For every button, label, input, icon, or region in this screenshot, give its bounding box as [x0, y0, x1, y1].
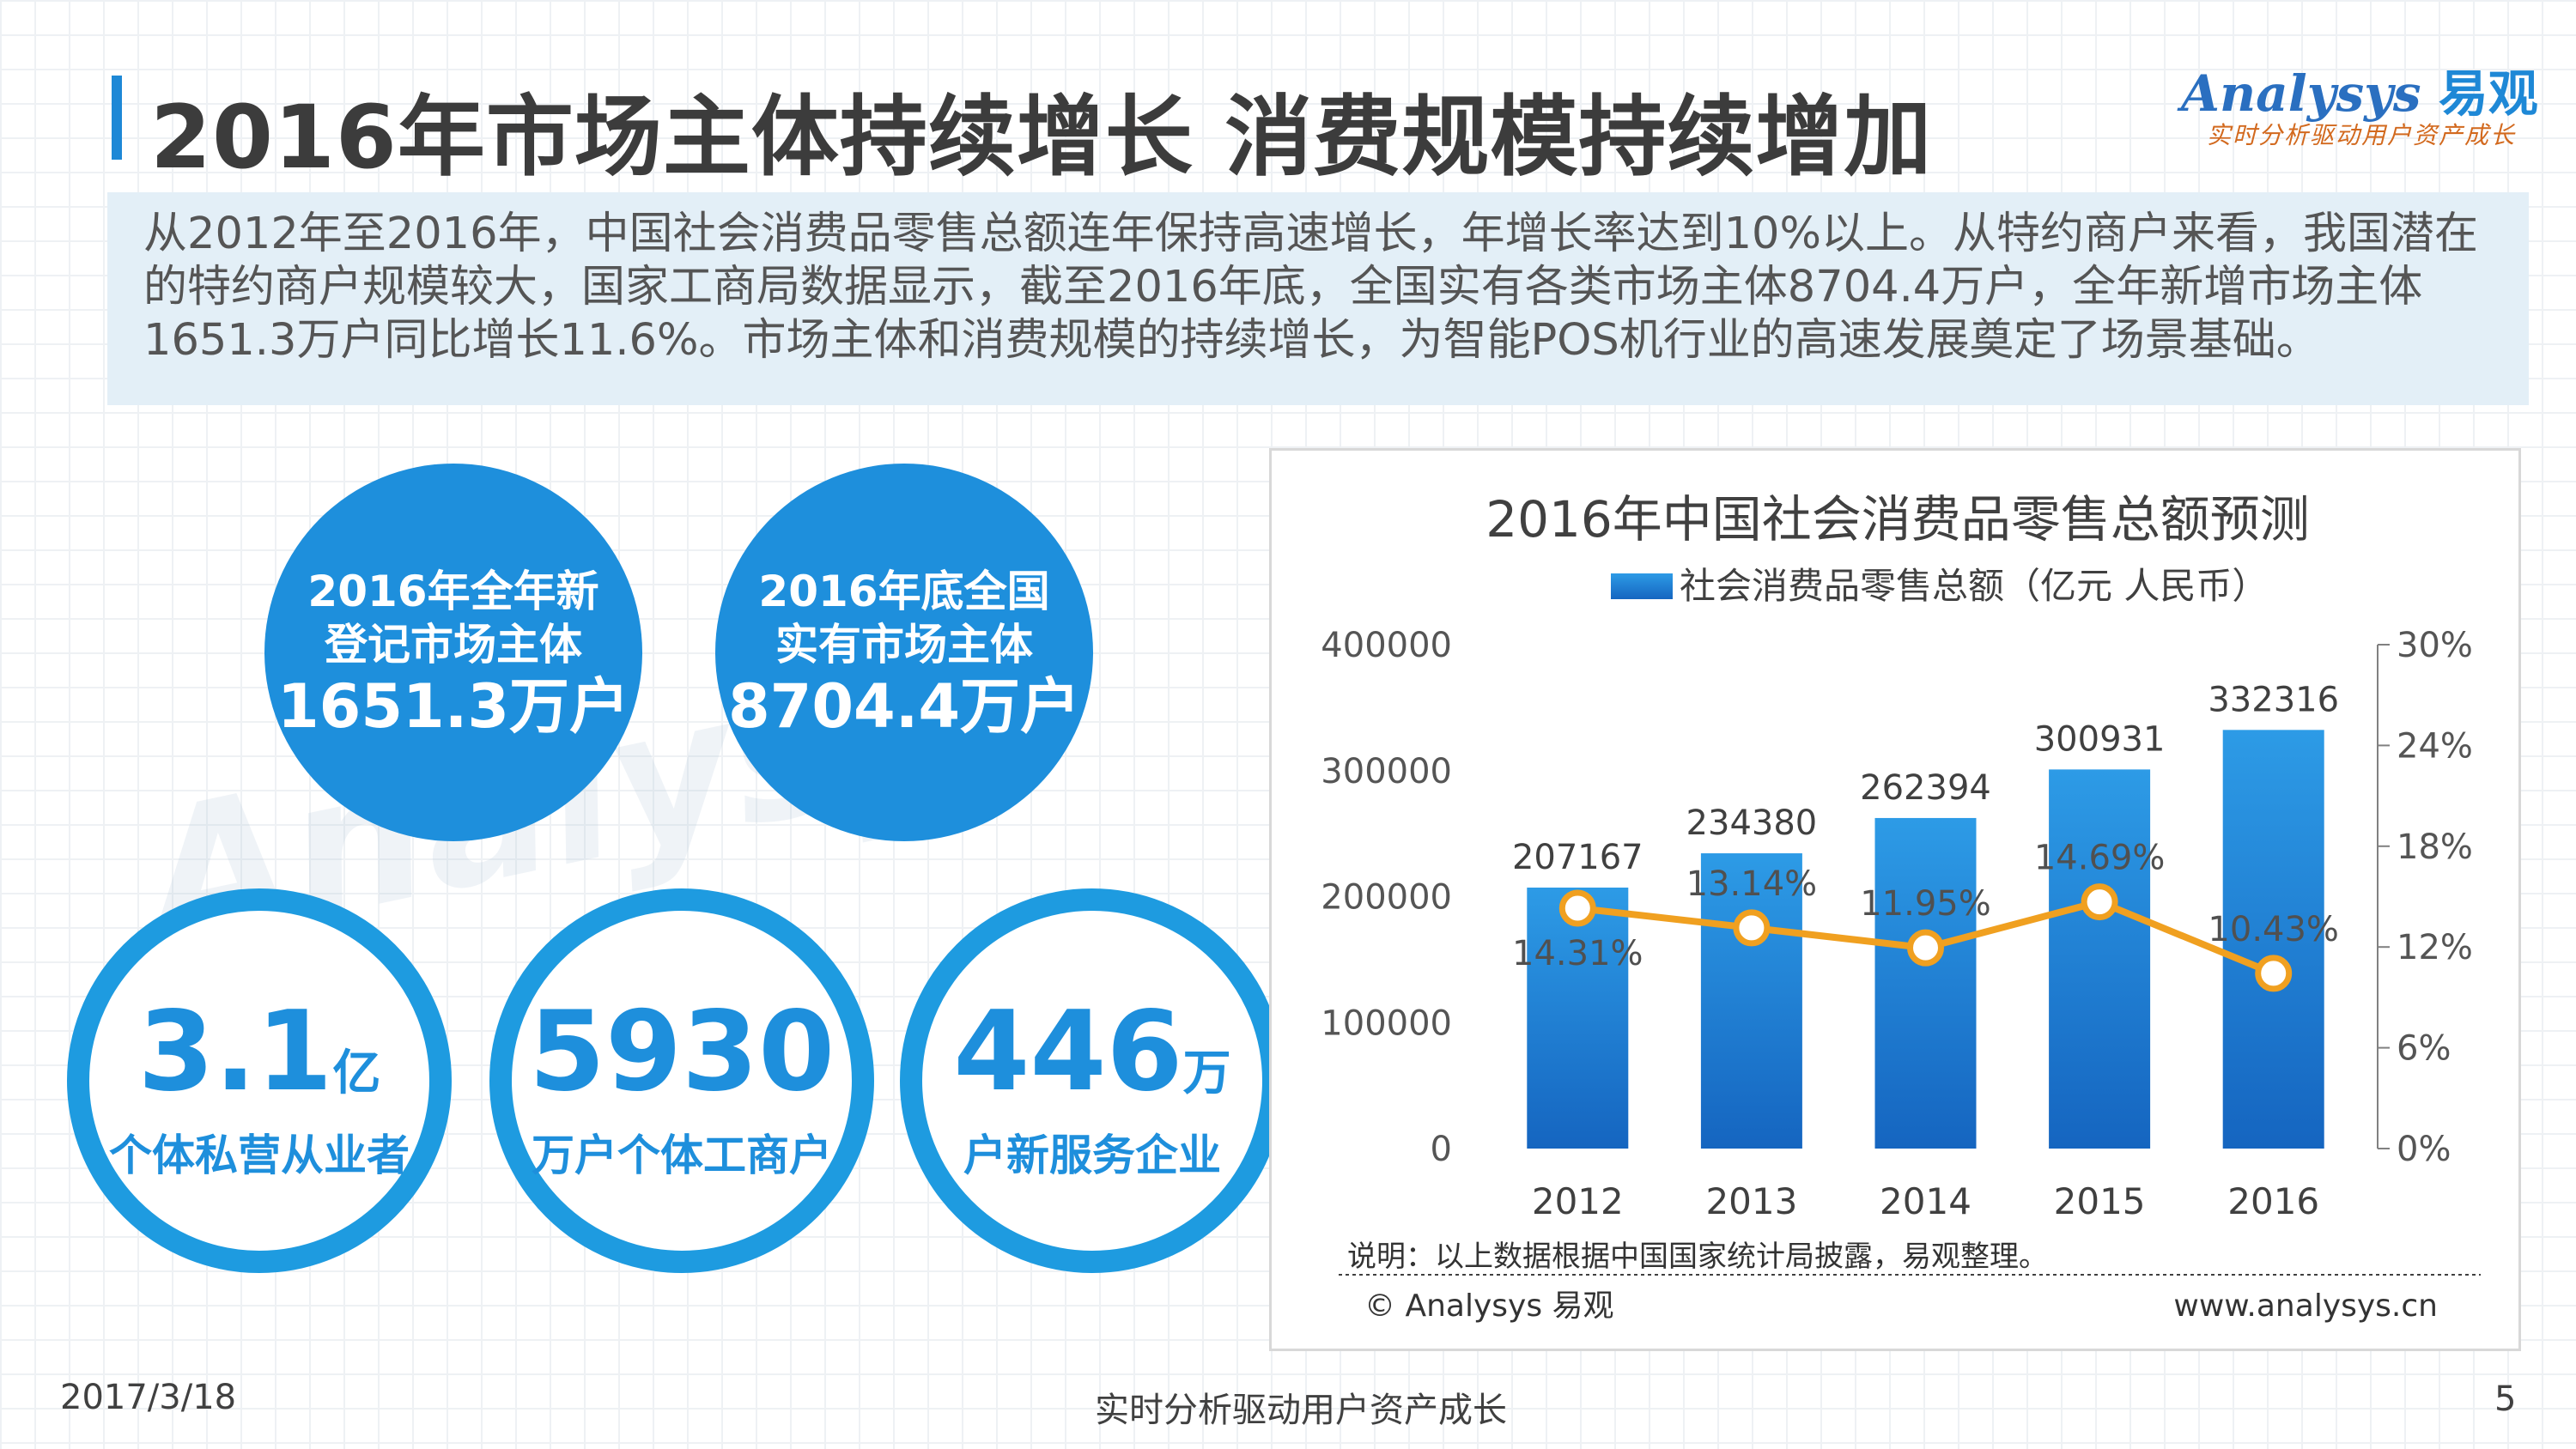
- bar-value-label: 207167: [1512, 838, 1643, 877]
- stat-private-workers: 3.1亿 个体私营从业者: [67, 888, 452, 1273]
- stat-new-registered: 2016年全年新 登记市场主体 1651.3万户: [264, 464, 642, 841]
- growth-rate-label: 13.14%: [1686, 864, 1818, 904]
- ring-unit: 万: [1182, 1046, 1231, 1101]
- bar-value-label: 262394: [1860, 768, 1991, 808]
- growth-rate-point: [2255, 955, 2293, 992]
- x-tick-label: 2013: [1705, 1180, 1797, 1222]
- growth-rate-point: [2081, 883, 2118, 921]
- stat-value: 8704.4万户: [727, 671, 1081, 742]
- stat-individual-businesses: 5930 万户个体工商户: [489, 888, 874, 1273]
- ring-unit: 亿: [332, 1046, 381, 1101]
- ring-value: 446: [953, 988, 1183, 1116]
- y-tick-label: 100000: [1321, 1003, 1452, 1043]
- analysys-logo: Analysys 易观 实时分析驱动用户资产成长: [2181, 53, 2542, 156]
- chart-title: 2016年中国社会消费品零售总额预测: [1485, 490, 2310, 549]
- bar: [1700, 853, 1802, 1149]
- retail-sales-chart: 2016年中国社会消费品零售总额预测 社会消费品零售总额（亿元 人民币） 0 10…: [1269, 448, 2521, 1351]
- growth-rate-label: 11.95%: [1860, 884, 1991, 924]
- growth-rate-point: [1907, 929, 1944, 967]
- stat-value: 1651.3万户: [276, 671, 630, 742]
- stat-label-line1: 2016年全年新: [307, 567, 599, 616]
- logo-name: Analysys: [2181, 64, 2421, 123]
- bar-value-label: 234380: [1686, 803, 1818, 843]
- logo-tagline: 实时分析驱动用户资产成长: [2207, 121, 2517, 149]
- x-tick-label: 2014: [1880, 1180, 1971, 1222]
- y-tick-label: 300000: [1321, 752, 1452, 791]
- ring-number: 3.1亿: [89, 997, 429, 1130]
- growth-rate-label: 14.31%: [1512, 934, 1643, 973]
- y2-tick-label: 24%: [2397, 726, 2473, 766]
- y2-tick-label: 12%: [2397, 928, 2473, 967]
- chart-canvas: 2016年中国社会消费品零售总额预测 社会消费品零售总额（亿元 人民币） 0 10…: [1321, 490, 2481, 1324]
- ring-number: 5930: [512, 997, 852, 1130]
- ring-caption: 户新服务企业: [963, 1131, 1221, 1180]
- bar: [1874, 817, 1977, 1149]
- footer-date: 2017/3/18: [60, 1378, 237, 1417]
- chart-copyright: © Analysys 易观: [1364, 1288, 1614, 1324]
- stat-label-line2: 实有市场主体: [775, 620, 1033, 670]
- logo-cn: 易观: [2438, 64, 2538, 123]
- page-number: 5: [2494, 1379, 2517, 1419]
- growth-rate-point: [1558, 889, 1596, 927]
- chart-website: www.analysys.cn: [2173, 1288, 2438, 1324]
- growth-rate-label: 10.43%: [2208, 910, 2339, 949]
- x-tick-label: 2015: [2054, 1180, 2146, 1222]
- stat-label-line2: 登记市场主体: [325, 620, 582, 670]
- footer-slogan: 实时分析驱动用户资产成长: [1095, 1391, 1507, 1430]
- y2-tick-label: 18%: [2397, 828, 2473, 867]
- y2-tick-label: 0%: [2397, 1130, 2451, 1169]
- legend-swatch: [1611, 573, 1673, 599]
- ring-value: 3.1: [137, 988, 333, 1116]
- stat-total-registered: 2016年底全国 实有市场主体 8704.4万户: [715, 464, 1093, 841]
- ring-number: 446万: [922, 997, 1262, 1130]
- bar: [2222, 730, 2324, 1149]
- bar: [2049, 769, 2151, 1149]
- intro-paragraph: 从2012年至2016年，中国社会消费品零售总额连年保持高速增长，年增长率达到1…: [107, 192, 2529, 405]
- y-tick-label: 200000: [1321, 878, 1452, 918]
- ring-caption: 万户个体工商户: [532, 1131, 832, 1180]
- growth-rate-label: 14.69%: [2034, 839, 2166, 878]
- x-tick-label: 2012: [1532, 1180, 1624, 1222]
- legend-label: 社会消费品零售总额（亿元 人民币）: [1680, 565, 2268, 607]
- x-tick-label: 2016: [2227, 1180, 2319, 1222]
- stat-label-line1: 2016年底全国: [758, 567, 1050, 616]
- page-title: 2016年市场主体持续增长 消费规模持续增加: [150, 87, 1933, 189]
- chart-note: 说明：以上数据根据中国国家统计局披露，易观整理。: [1347, 1240, 2048, 1274]
- logo-wordmark: Analysys 易观: [2181, 53, 2538, 125]
- y-tick-label: 400000: [1321, 626, 1452, 665]
- bar-value-label: 332316: [2208, 680, 2339, 719]
- ring-caption: 个体私营从业者: [109, 1131, 410, 1180]
- bar: [1527, 887, 1629, 1149]
- stat-new-service-firms: 446万 户新服务企业: [900, 888, 1285, 1273]
- y2-tick-label: 6%: [2397, 1029, 2451, 1069]
- y2-tick-label: 30%: [2397, 626, 2473, 665]
- growth-rate-point: [1733, 909, 1771, 947]
- title-accent-bar: [112, 76, 122, 160]
- ring-value: 5930: [528, 988, 835, 1116]
- bar-value-label: 300931: [2034, 719, 2166, 759]
- y-tick-label: 0: [1431, 1130, 1452, 1169]
